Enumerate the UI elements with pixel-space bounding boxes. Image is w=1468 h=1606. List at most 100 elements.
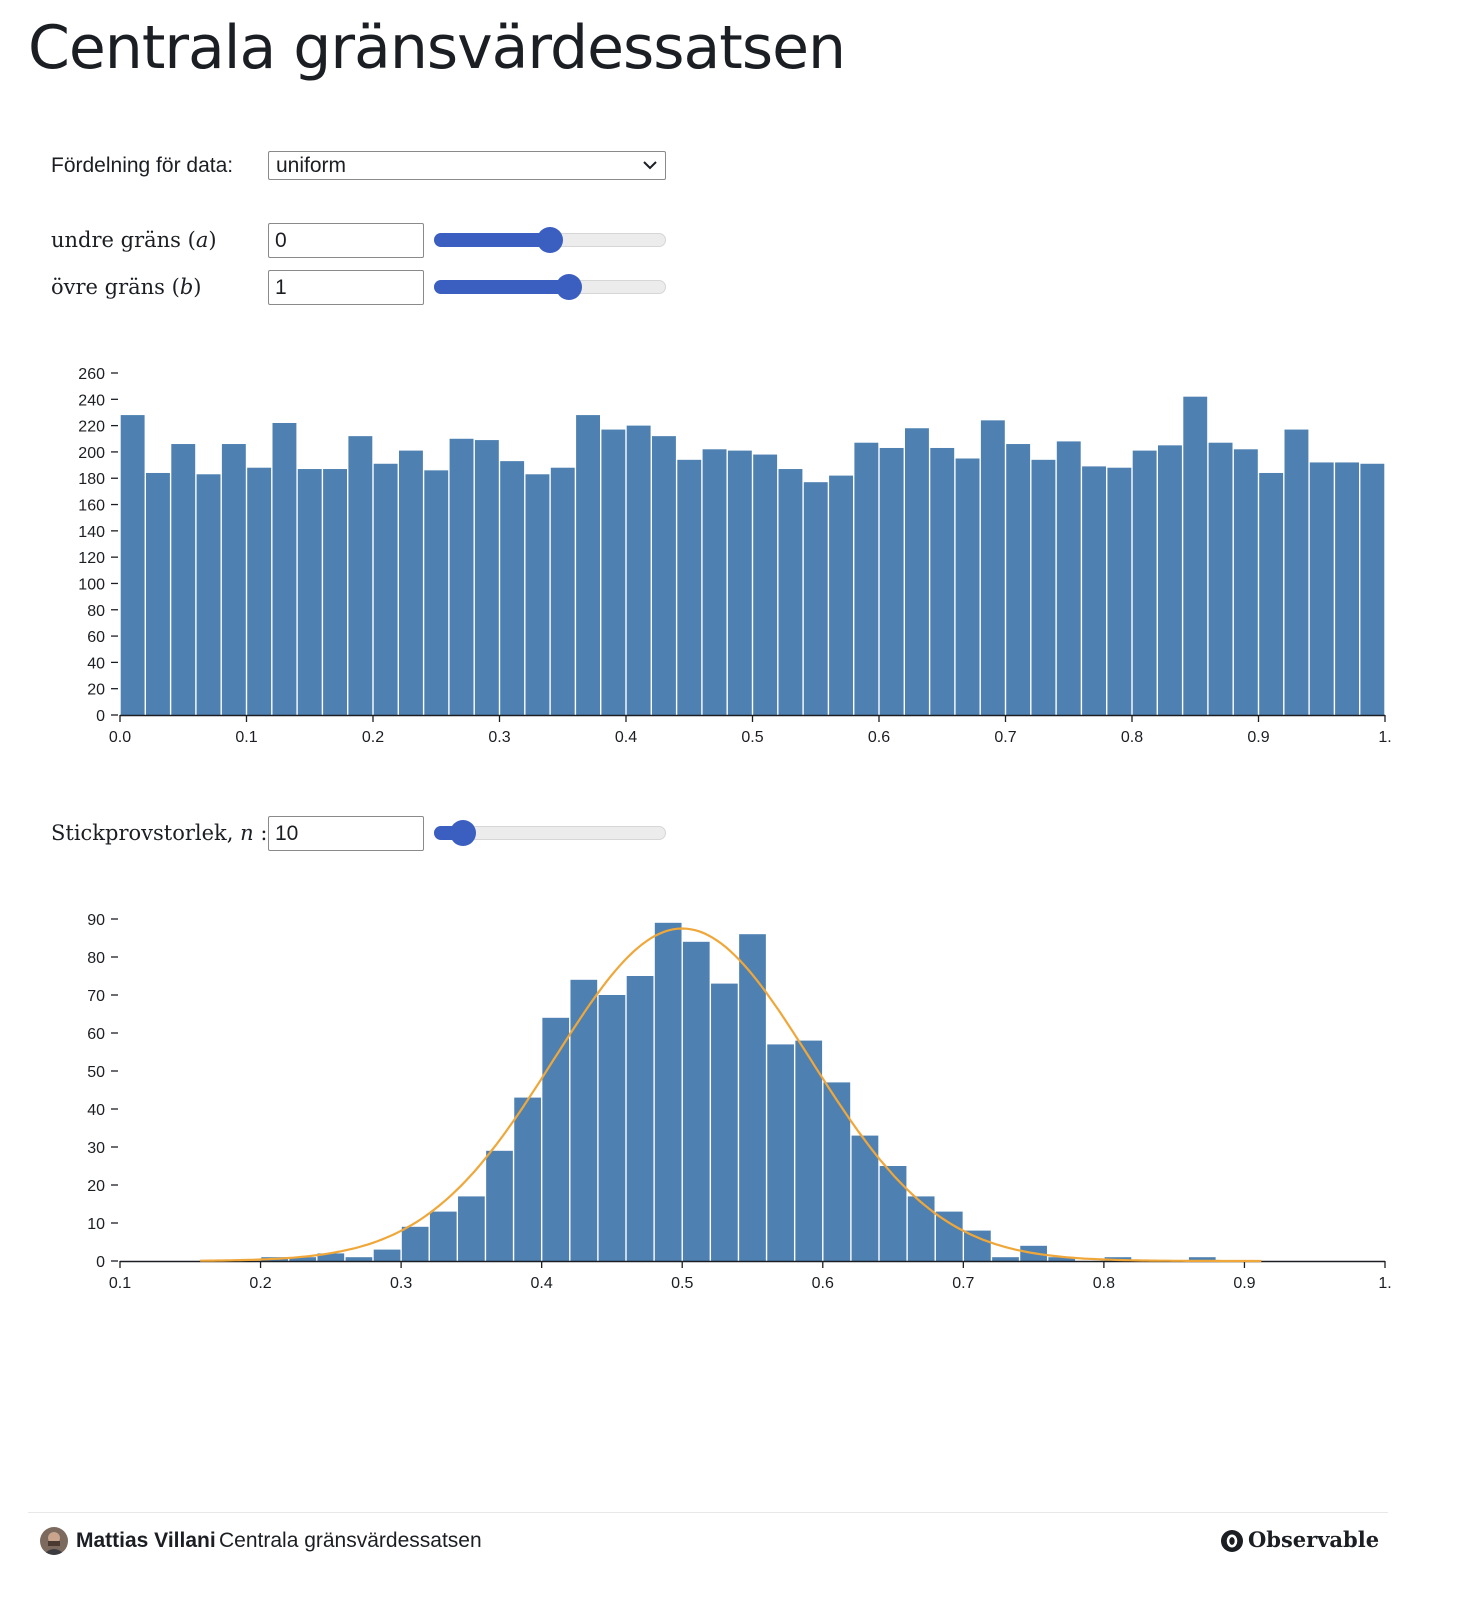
slider-thumb[interactable] [450,820,477,846]
slider-fill [434,280,575,294]
histogram-bar [1031,459,1056,715]
histogram-bar [823,1082,851,1261]
histogram-bar [654,922,682,1261]
lower-bound-symbol: a [195,228,209,252]
histogram-bar [373,1249,401,1261]
histogram-bar [851,1135,879,1261]
y-tick-label: 50 [87,1064,105,1081]
y-tick-label: 80 [87,603,105,620]
y-tick-label: 140 [78,524,105,541]
chevron-down-icon [643,161,657,170]
histogram-bar [317,1253,345,1261]
histogram-bar [767,1044,794,1261]
histogram-bar [854,442,879,715]
histogram-bar [297,469,322,715]
x-tick-label: 0.3 [390,1275,412,1292]
slider-thumb[interactable] [537,227,563,253]
x-tick-label: 0.7 [994,729,1016,746]
histogram-bar [879,447,904,715]
sample-size-label-text: Stickprovstorlek, [51,821,234,845]
normal-density-curve [200,927,1262,1263]
histogram-bar [907,1196,935,1261]
lower-bound-label-text: undre gräns [51,228,181,252]
y-tick-label: 60 [87,1026,105,1043]
y-tick-label: 30 [87,1140,105,1157]
sample-size-label: Stickprovstorlek, n : [51,821,267,845]
histogram-bar [500,461,525,715]
lower-bound-slider[interactable] [434,225,666,255]
notebook-title[interactable]: Centrala gränsvärdessatsen [219,1529,482,1552]
histogram-bar [570,979,598,1261]
histogram-bar [345,1257,373,1261]
histogram-bar [992,1257,1019,1261]
y-tick-label: 0 [96,708,105,725]
histogram-bar [1360,463,1385,715]
bars [120,396,1385,715]
y-tick-label: 200 [78,445,105,462]
histogram-bar [1335,462,1359,715]
y-tick-label: 240 [78,392,105,409]
y-tick-label: 10 [87,1216,105,1233]
histogram-bar [146,472,170,715]
histogram-bar [1006,444,1031,715]
histogram-bar [474,440,499,715]
y-tick-label: 260 [78,366,105,383]
histogram-bar [829,475,853,715]
histogram-bar [221,444,246,715]
bars [261,922,1216,1261]
histogram-bar [753,454,778,715]
x-tick-label: 0.5 [741,729,763,746]
histogram-bar [803,482,828,715]
histogram-bar [1107,467,1132,715]
histogram-bar [980,420,1005,715]
histogram-bar [711,983,738,1261]
histogram-bar [935,1211,963,1261]
histogram-bar [449,438,474,715]
y-tick-label: 60 [87,629,105,646]
x-tick-label: 0.4 [531,1275,553,1292]
distribution-select-value: uniform [276,154,347,177]
histogram-bar [1158,445,1182,715]
histogram-bar [348,436,373,715]
avatar-image [40,1527,68,1555]
distribution-select[interactable]: uniform [268,151,666,180]
histogram-bar [1082,466,1106,715]
upper-bound-input[interactable]: 1 [268,270,424,305]
histogram-bar [598,995,626,1261]
y-tick-label: 40 [87,655,105,672]
lower-bound-input[interactable]: 0 [268,223,424,258]
histogram-bar [171,444,196,715]
x-tick-label: 0.2 [362,729,384,746]
y-tick-label: 120 [78,550,105,567]
histogram-bar [272,422,297,715]
histogram-bar [1208,442,1233,715]
x-tick-label: 0.4 [615,729,637,746]
slider-fill [434,233,556,247]
slider-thumb[interactable] [555,274,582,300]
avatar[interactable] [40,1527,68,1555]
lower-bound-label: undre gräns (a) [51,228,217,252]
sample-mean-histogram: 0 10 20 30 40 50 60 70 80 90 0.1 0.2 0.3 0.4 0.5 0.6 0.7… [87,912,1391,1292]
y-tick-label: 20 [87,682,105,699]
sample-size-input[interactable]: 10 [268,816,424,851]
sample-size-suffix: : [260,821,268,845]
histogram-bar [682,941,710,1261]
x-tick-label: 0.6 [812,1275,834,1292]
sample-size-slider[interactable] [434,818,666,848]
histogram-bar [576,415,600,715]
histogram-bar [323,469,347,715]
x-tick-label: 0.8 [1093,1275,1115,1292]
upper-bound-slider[interactable] [434,272,666,302]
histogram-bar [525,474,550,715]
x-tick-label: 0.3 [488,729,510,746]
author-name[interactable]: Mattias Villani [76,1529,216,1552]
observable-wordmark: Observable [1248,1527,1380,1552]
x-tick-label: 0.9 [1247,729,1269,746]
x-tick-label: 0.2 [249,1275,271,1292]
histogram-bar [1188,1257,1216,1261]
x-tick-label: 1. [1378,1275,1391,1292]
histogram-bar [247,467,272,715]
x-tick-label: 0.5 [671,1275,693,1292]
histogram-bar [1132,450,1157,715]
histogram-bar [514,1097,541,1261]
